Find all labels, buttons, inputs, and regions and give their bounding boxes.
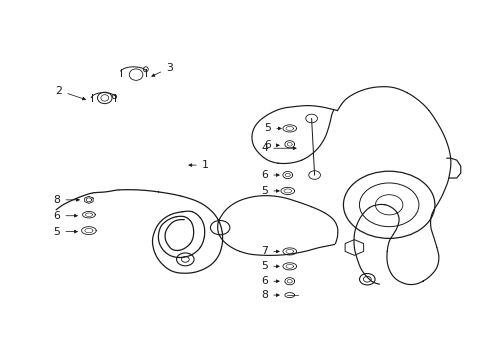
Text: 6: 6 bbox=[54, 211, 77, 221]
Text: 5: 5 bbox=[264, 123, 281, 134]
Text: 5: 5 bbox=[54, 226, 77, 237]
Text: 5: 5 bbox=[261, 261, 279, 271]
Text: 7: 7 bbox=[261, 247, 279, 256]
Text: 3: 3 bbox=[151, 63, 173, 76]
Text: 2: 2 bbox=[56, 86, 85, 100]
Text: 8: 8 bbox=[54, 195, 79, 205]
Text: 6: 6 bbox=[264, 140, 279, 150]
Text: 4: 4 bbox=[261, 143, 295, 153]
Text: 8: 8 bbox=[261, 290, 279, 300]
Text: 5: 5 bbox=[261, 186, 279, 196]
Text: 1: 1 bbox=[188, 160, 208, 170]
Text: 6: 6 bbox=[261, 170, 279, 180]
Text: 6: 6 bbox=[261, 276, 279, 286]
